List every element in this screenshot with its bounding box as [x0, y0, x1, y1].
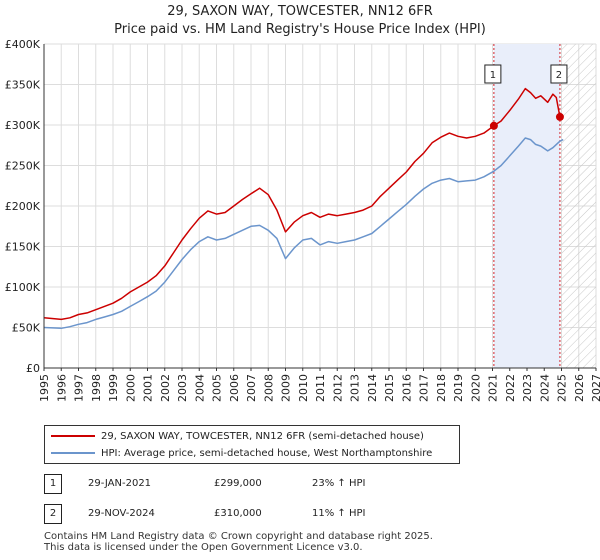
- chart-subtitle: Price paid vs. HM Land Registry's House …: [114, 22, 486, 37]
- forecast-hatch: [561, 44, 596, 368]
- legend-label-property: 29, SAXON WAY, TOWCESTER, NN12 6FR (semi…: [101, 430, 424, 442]
- sale-date: 29-JAN-2021: [88, 478, 152, 489]
- chart-title: 29, SAXON WAY, TOWCESTER, NN12 6FR: [167, 4, 433, 19]
- hpi-line: [43, 137, 564, 330]
- x-tick-label: 2007: [245, 374, 258, 402]
- x-tick-label: 1998: [90, 374, 103, 402]
- x-tick-label: 2020: [469, 374, 482, 402]
- sale-1-point: [489, 121, 498, 130]
- x-tick-label: 2012: [331, 374, 344, 402]
- x-tick-label: 2009: [280, 374, 293, 402]
- legend-item-property: 29, SAXON WAY, TOWCESTER, NN12 6FR (semi…: [51, 428, 424, 444]
- footer-line-1: Contains HM Land Registry data © Crown c…: [44, 531, 433, 542]
- x-tick-label: 1995: [38, 374, 51, 402]
- x-tick-label: 2005: [211, 374, 224, 402]
- x-tick-label: 2023: [521, 374, 534, 402]
- x-tick-label: 1999: [107, 374, 120, 402]
- sale-marker-box: 1: [44, 474, 62, 494]
- x-tick-label: 2021: [487, 374, 500, 402]
- x-tick-label: 2000: [124, 374, 137, 402]
- y-tick-label: £150K: [5, 241, 41, 254]
- sale-2-label: 2: [556, 70, 562, 81]
- x-tick-label: 2016: [400, 374, 413, 402]
- x-tick-label: 2003: [176, 374, 189, 402]
- y-tick-label: £200K: [5, 200, 41, 213]
- sale-2-label-box: [550, 64, 568, 84]
- y-tick-label: £350K: [5, 79, 41, 92]
- sale-1-label: 1: [490, 70, 496, 81]
- x-tick-label: 2001: [142, 374, 155, 402]
- x-tick-label: 2027: [590, 374, 600, 402]
- legend-swatch-property: [51, 435, 95, 437]
- x-tick-label: 2002: [159, 374, 172, 402]
- y-tick-label: £100K: [5, 281, 41, 294]
- legend-item-hpi: HPI: Average price, semi-detached house,…: [51, 445, 432, 461]
- sale-2-point: [555, 112, 564, 121]
- x-tick-label: 2008: [262, 374, 275, 402]
- sale-price: £310,000: [214, 508, 262, 519]
- x-tick-label: 2024: [538, 374, 551, 402]
- x-tick-label: 2019: [452, 374, 465, 402]
- x-tick-label: 2017: [418, 374, 431, 402]
- sale-marker-box: 2: [44, 504, 62, 524]
- x-tick-label: 2026: [573, 374, 586, 402]
- x-tick-label: 2006: [228, 374, 241, 402]
- x-tick-label: 2025: [556, 374, 569, 402]
- legend-label-hpi: HPI: Average price, semi-detached house,…: [101, 447, 433, 459]
- sale-price: £299,000: [214, 478, 262, 489]
- y-tick-label: £400K: [5, 38, 41, 51]
- legend-swatch-hpi: [51, 452, 95, 454]
- x-tick-label: 2013: [349, 374, 362, 402]
- x-tick-label: 2015: [383, 374, 396, 402]
- legend: 29, SAXON WAY, TOWCESTER, NN12 6FR (semi…: [44, 425, 460, 464]
- y-tick-label: £0: [26, 362, 40, 375]
- sale-hpi-diff: 11% ↑ HPI: [312, 508, 366, 519]
- x-tick-label: 2022: [504, 374, 517, 402]
- footer-attribution: Contains HM Land Registry data © Crown c…: [44, 531, 433, 553]
- sale-hpi-diff: 23% ↑ HPI: [312, 478, 366, 489]
- y-tick-label: £250K: [5, 160, 41, 173]
- footer-line-2: This data is licensed under the Open Gov…: [44, 542, 363, 553]
- x-tick-label: 1996: [55, 374, 68, 402]
- x-tick-label: 2010: [297, 374, 310, 402]
- x-tick-label: 1997: [73, 374, 86, 402]
- property-price-line: [43, 87, 561, 321]
- ownership-shade: [493, 44, 560, 368]
- y-tick-label: £50K: [12, 322, 41, 335]
- x-tick-label: 2014: [366, 374, 379, 402]
- sale-1-label-box: [484, 64, 502, 84]
- x-tick-label: 2018: [435, 374, 448, 402]
- x-tick-label: 2011: [314, 374, 327, 402]
- price-chart: 1 2 £0 £50K £100K £150K £200K £250K £300K £350K £…: [5, 38, 600, 402]
- sale-date: 29-NOV-2024: [88, 508, 155, 519]
- x-tick-label: 2004: [193, 374, 206, 402]
- y-tick-label: £300K: [5, 119, 41, 132]
